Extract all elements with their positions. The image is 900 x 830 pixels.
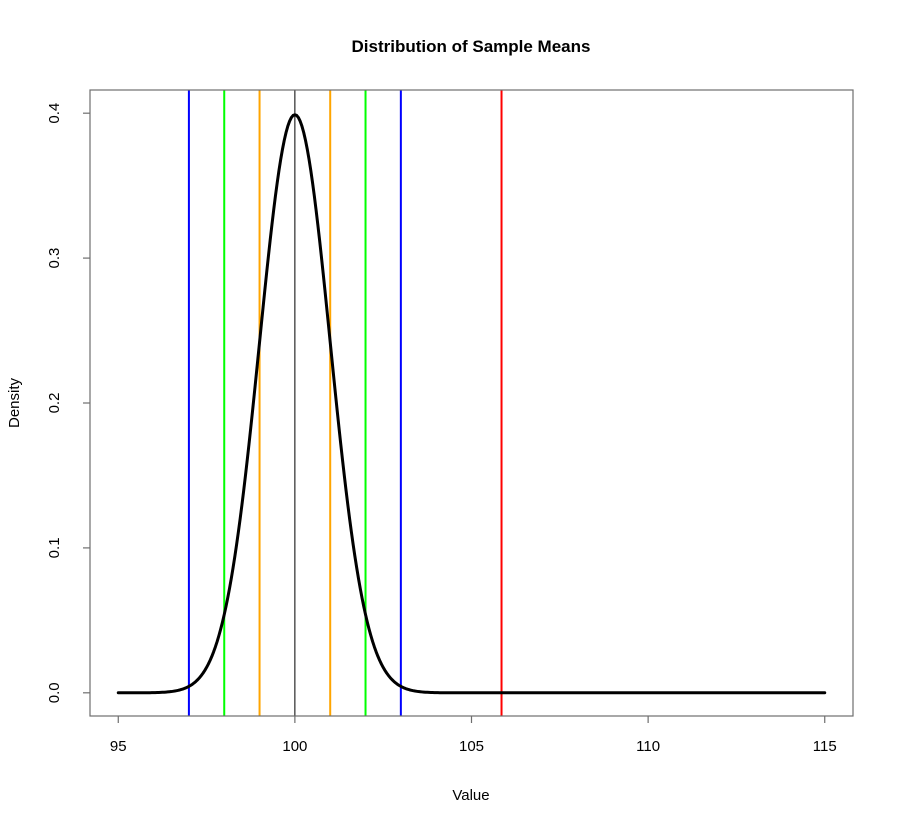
y-axis-tick-label: 0.3 (46, 248, 63, 269)
x-axis-title: Value (452, 787, 489, 804)
x-axis-tick-label: 115 (813, 738, 837, 755)
x-axis-tick-label: 100 (282, 738, 307, 755)
plot-frame (89, 89, 854, 717)
y-axis-tick-label: 0.1 (46, 537, 63, 558)
y-axis-tick-label: 0.0 (46, 682, 63, 703)
x-axis-tick-label: 105 (459, 738, 484, 755)
plot-layer: 95 100 105 110 115 0.0 0.1 0.2 0.3 0.4 (46, 89, 854, 755)
sample-means-density-curve (116, 113, 827, 695)
y-axis-title: Density (6, 377, 23, 428)
x-axis-tick-label: 110 (636, 738, 660, 755)
x-axis-tick-label: 95 (110, 738, 127, 755)
y-axis-tick-label: 0.2 (46, 393, 63, 414)
chart-title: Distribution of Sample Means (352, 37, 591, 56)
y-axis-tick-label: 0.4 (46, 103, 63, 124)
